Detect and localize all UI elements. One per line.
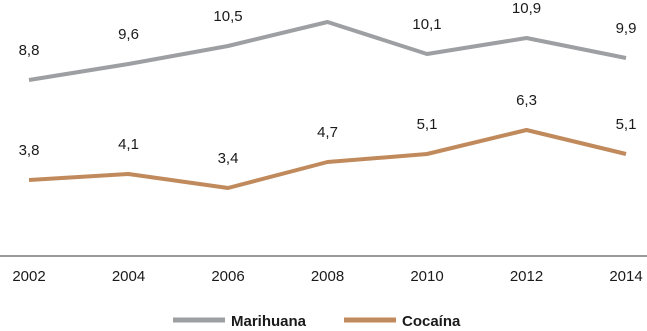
x-axis-ticks: 2002 2004 2006 2008 2010 2012 2014 <box>12 268 642 285</box>
data-label-marihuana-2010: 10,1 <box>412 16 441 33</box>
data-label-marihuana-2012: 10,9 <box>512 0 541 17</box>
legend-item-cocaina: Cocaína <box>344 313 461 330</box>
x-tick-label-2002: 2002 <box>12 268 45 285</box>
legend-item-marihuana: Marihuana <box>173 313 307 330</box>
data-label-marihuana-2008: 11,7 <box>313 0 341 1</box>
x-tick-label-2008: 2008 <box>311 268 344 285</box>
x-tick-label-2006: 2006 <box>211 268 244 285</box>
data-label-marihuana-2014: 9,9 <box>616 20 637 37</box>
data-label-cocaina-2010: 5,1 <box>417 116 438 133</box>
series-line-cocaina <box>28 128 627 190</box>
data-label-cocaina-2014: 5,1 <box>616 116 637 133</box>
x-tick-label-2010: 2010 <box>410 268 443 285</box>
data-label-cocaina-2008: 4,7 <box>317 124 338 141</box>
x-tick-label-2014: 2014 <box>609 268 642 285</box>
data-label-cocaina-2012: 6,3 <box>516 92 537 109</box>
data-label-cocaina-2002: 3,8 <box>19 142 40 159</box>
data-label-cocaina-2006: 3,4 <box>218 150 239 167</box>
legend-label-cocaina: Cocaína <box>402 313 461 330</box>
data-label-marihuana-2004: 9,6 <box>118 26 139 43</box>
data-labels: 8,8 9,6 10,5 11,7 10,1 10,9 9,9 3,8 4,1 3,4 4,7 5,1… <box>19 0 637 167</box>
data-label-marihuana-2006: 10,5 <box>213 8 242 25</box>
series-lines <box>28 20 627 190</box>
x-tick-label-2004: 2004 <box>112 268 145 285</box>
legend: Marihuana Cocaína <box>173 313 461 330</box>
series-line-marihuana <box>28 20 627 82</box>
x-tick-label-2012: 2012 <box>510 268 543 285</box>
legend-label-marihuana: Marihuana <box>231 313 307 330</box>
data-label-marihuana-2002: 8,8 <box>19 42 40 59</box>
data-label-cocaina-2004: 4,1 <box>118 136 139 153</box>
